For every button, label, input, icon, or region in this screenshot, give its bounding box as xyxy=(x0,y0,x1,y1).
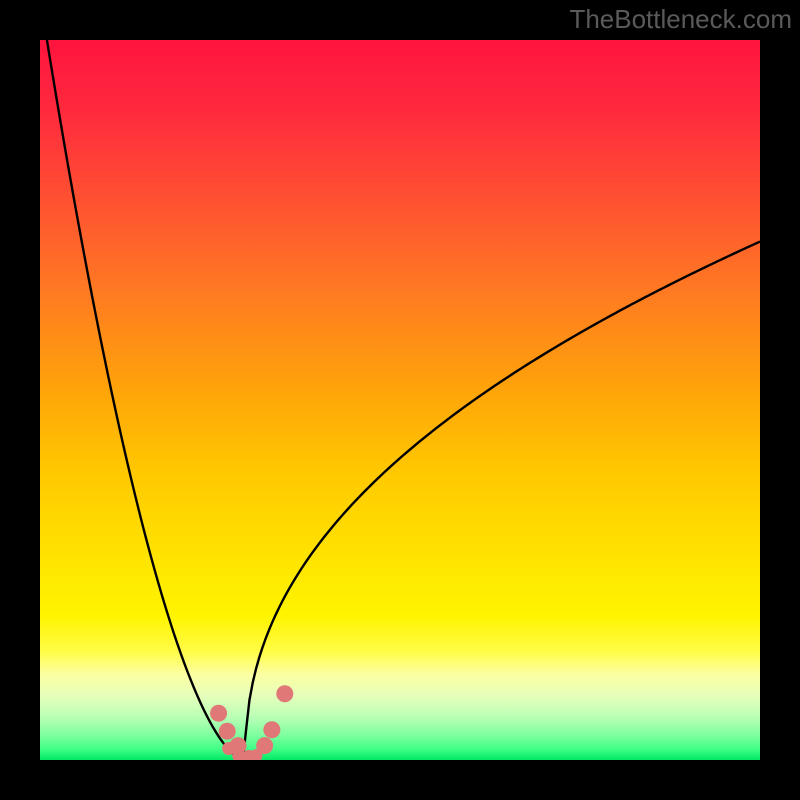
curve-marker xyxy=(256,737,273,754)
curve-marker xyxy=(210,705,227,722)
curve-marker xyxy=(219,723,236,740)
watermark-text: TheBottleneck.com xyxy=(569,4,792,35)
bottleneck-curve xyxy=(40,40,760,760)
curve-marker xyxy=(263,721,280,738)
curve-marker xyxy=(276,685,293,702)
plot-area xyxy=(40,40,760,760)
frame: TheBottleneck.com xyxy=(0,0,800,800)
curve-path xyxy=(40,40,760,760)
